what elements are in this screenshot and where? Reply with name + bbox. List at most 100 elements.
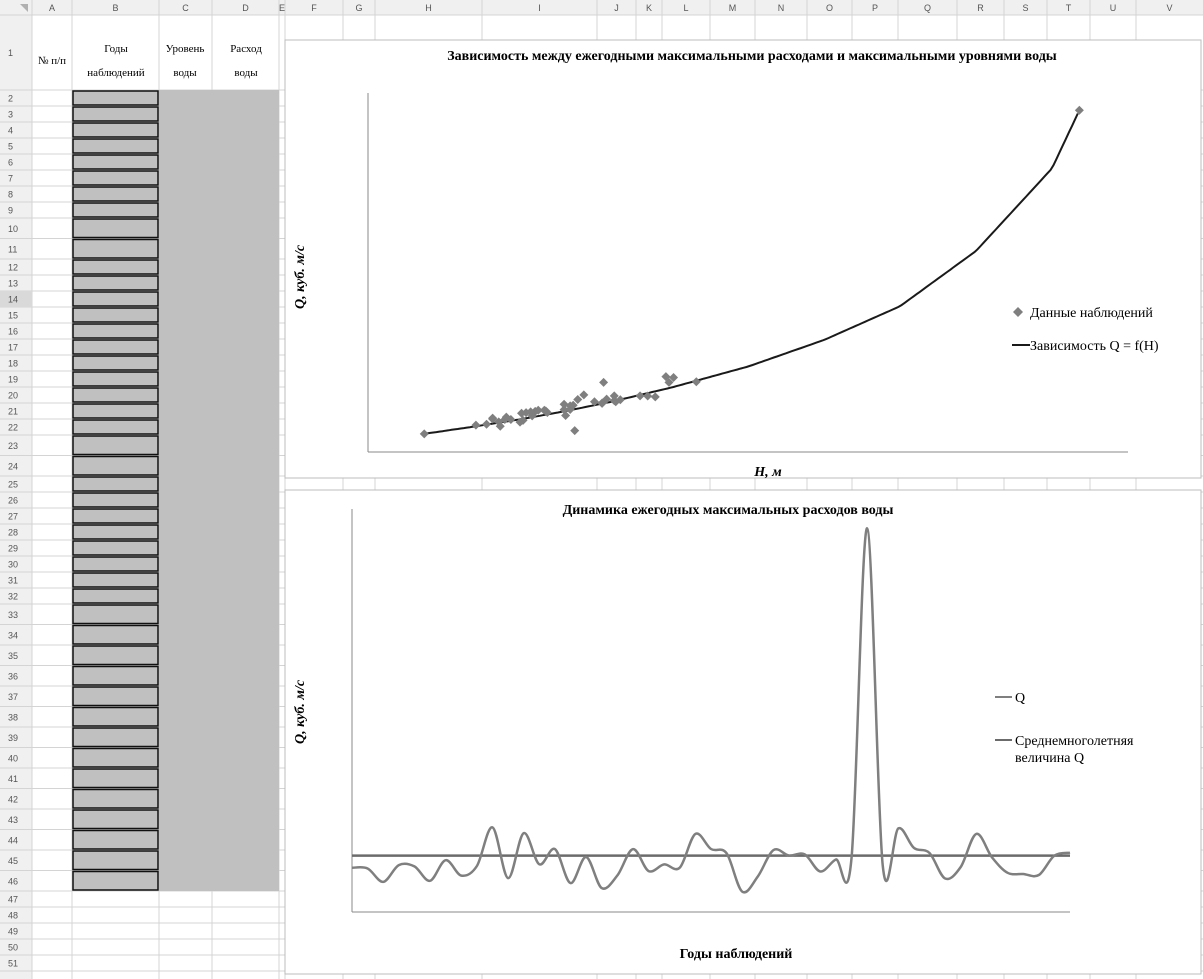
row-header[interactable]: 42	[8, 794, 18, 804]
row-header[interactable]: 8	[8, 190, 13, 200]
table-row[interactable]	[72, 275, 279, 291]
row-header[interactable]: 40	[8, 753, 18, 763]
row-header[interactable]: 21	[8, 407, 18, 417]
column-header-o[interactable]: O	[826, 3, 833, 13]
table-row[interactable]	[72, 218, 279, 239]
row-header[interactable]: 39	[8, 733, 18, 743]
row-header[interactable]: 13	[8, 279, 18, 289]
table-row[interactable]	[72, 540, 279, 556]
table-row[interactable]	[72, 170, 279, 186]
table-row[interactable]	[72, 604, 279, 625]
row-header[interactable]: 37	[8, 692, 18, 702]
row-header[interactable]: 41	[8, 774, 18, 784]
row-header[interactable]: 46	[8, 876, 18, 886]
table-row[interactable]	[72, 403, 279, 419]
table-row[interactable]	[72, 706, 279, 728]
table-row[interactable]	[72, 829, 279, 851]
table-row[interactable]	[72, 727, 279, 748]
row-header[interactable]: 1	[8, 48, 13, 58]
table-row[interactable]	[72, 556, 279, 572]
table-row[interactable]	[72, 387, 279, 403]
row-header[interactable]: 32	[8, 592, 18, 602]
table-row[interactable]	[72, 307, 279, 323]
column-header-n[interactable]: N	[778, 3, 785, 13]
table-row[interactable]	[72, 524, 279, 540]
row-header[interactable]: 11	[8, 244, 17, 254]
column-header-a[interactable]: A	[49, 3, 55, 13]
row-header[interactable]: 3	[8, 110, 13, 120]
row-header[interactable]: 43	[8, 815, 18, 825]
row-header[interactable]: 44	[8, 835, 18, 845]
table-row[interactable]	[72, 747, 279, 769]
column-header-j[interactable]: J	[614, 3, 619, 13]
table-row[interactable]	[72, 419, 279, 435]
column-header-q[interactable]: Q	[924, 3, 931, 13]
table-row[interactable]	[72, 154, 279, 170]
column-headers[interactable]: A B C D E F G H I J K L M N O P Q R S T U V	[20, 3, 1173, 13]
table-row[interactable]	[72, 202, 279, 218]
row-header[interactable]: 10	[8, 224, 18, 234]
table-row[interactable]	[72, 788, 279, 810]
row-header[interactable]: 19	[8, 375, 18, 385]
table-row[interactable]	[72, 122, 279, 138]
table-row[interactable]	[72, 588, 279, 604]
column-header-s[interactable]: S	[1022, 3, 1028, 13]
table-row[interactable]	[72, 768, 279, 789]
scatter-chart[interactable]: Зависимость между ежегодными максимальны…	[284, 39, 1202, 480]
table-row[interactable]	[72, 508, 279, 524]
table-row[interactable]	[72, 492, 279, 508]
row-header[interactable]: 14	[8, 295, 18, 305]
row-header[interactable]: 51	[8, 959, 18, 969]
row-header[interactable]: 30	[8, 560, 18, 570]
table-row[interactable]	[72, 645, 279, 666]
row-header[interactable]: 9	[8, 206, 13, 216]
table-row[interactable]	[72, 238, 279, 260]
row-header[interactable]: 45	[8, 856, 18, 866]
table-row[interactable]	[72, 339, 279, 355]
row-header[interactable]: 18	[8, 359, 18, 369]
row-header[interactable]: 49	[8, 927, 18, 937]
row-header[interactable]: 15	[8, 311, 18, 321]
table-row[interactable]	[72, 291, 279, 307]
row-header[interactable]: 47	[8, 895, 18, 905]
row-headers[interactable]: 1234567891011121314151617181920212223242…	[0, 48, 32, 969]
table-row[interactable]	[72, 809, 279, 830]
table-row[interactable]	[72, 138, 279, 154]
column-header-p[interactable]: P	[872, 3, 878, 13]
row-header[interactable]: 50	[8, 943, 18, 953]
table-row[interactable]	[72, 870, 279, 892]
row-header[interactable]: 16	[8, 327, 18, 337]
column-header-m[interactable]: M	[729, 3, 737, 13]
row-header[interactable]: 27	[8, 512, 18, 522]
row-header[interactable]: 5	[8, 142, 13, 152]
data-table[interactable]	[72, 90, 279, 892]
row-header[interactable]: 25	[8, 480, 18, 490]
row-header[interactable]: 31	[8, 576, 18, 586]
row-header[interactable]: 48	[8, 911, 18, 921]
table-row[interactable]	[72, 455, 279, 477]
row-header[interactable]: 28	[8, 528, 18, 538]
table-row[interactable]	[72, 371, 279, 387]
row-header[interactable]: 23	[8, 441, 18, 451]
table-row[interactable]	[72, 572, 279, 588]
row-header[interactable]: 2	[8, 94, 13, 104]
active-row-header[interactable]	[0, 291, 32, 307]
table-row[interactable]	[72, 90, 279, 106]
table-row[interactable]	[72, 106, 279, 122]
line-chart[interactable]: Динамика ежегодных максимальных расходов…	[284, 489, 1202, 975]
column-header-r[interactable]: R	[977, 3, 984, 13]
column-header-d[interactable]: D	[242, 3, 249, 13]
table-row[interactable]	[72, 476, 279, 492]
table-row[interactable]	[72, 435, 279, 456]
row-header[interactable]: 22	[8, 423, 18, 433]
row-header[interactable]: 17	[8, 343, 18, 353]
column-header-l[interactable]: L	[683, 3, 688, 13]
table-row[interactable]	[72, 665, 279, 687]
row-header[interactable]: 36	[8, 671, 18, 681]
column-header-c[interactable]: C	[182, 3, 189, 13]
column-header-i[interactable]: I	[538, 3, 541, 13]
column-header-u[interactable]: U	[1110, 3, 1117, 13]
column-header-v[interactable]: V	[1166, 3, 1172, 13]
row-header[interactable]: 24	[8, 461, 18, 471]
table-row[interactable]	[72, 355, 279, 371]
